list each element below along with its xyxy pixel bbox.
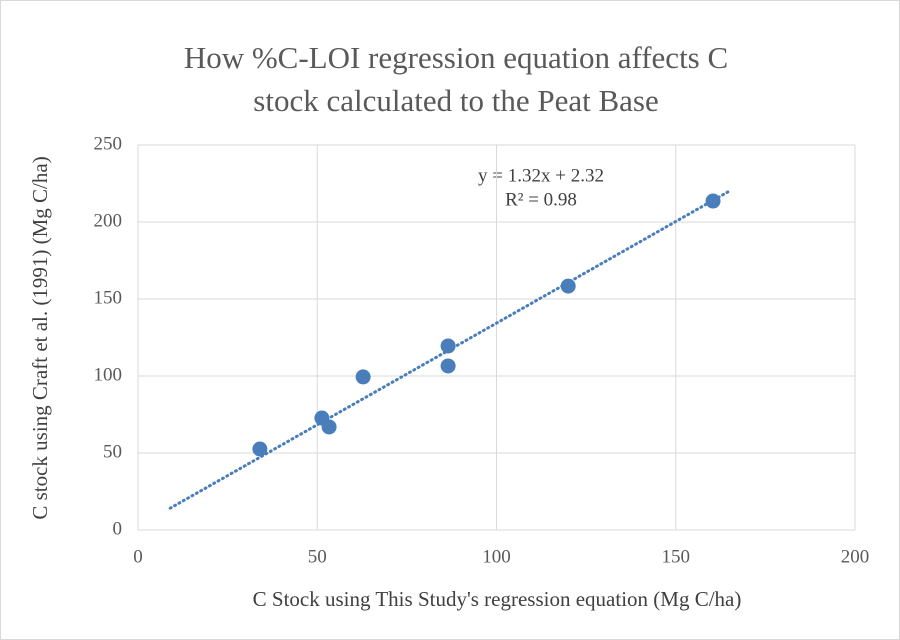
data-point [440, 338, 456, 354]
chart-title: stock calculated to the Peat Base [253, 83, 658, 118]
y-tick-label: 100 [94, 364, 123, 385]
data-point [355, 369, 371, 385]
x-axis-title: C Stock using This Study's regression eq… [253, 587, 742, 611]
y-tick-label: 50 [103, 441, 122, 462]
data-point [705, 193, 721, 209]
chart-title: How %C-LOI regression equation affects C [184, 40, 728, 75]
data-point [560, 278, 576, 294]
trendline-equation: y = 1.32x + 2.32 [478, 165, 604, 186]
y-tick-label: 200 [94, 210, 123, 231]
y-axis-title: C stock using Craft et al. (1991) (Mg C/… [28, 156, 52, 519]
y-tick-label: 0 [113, 518, 123, 539]
data-point [252, 441, 268, 457]
x-tick-label: 50 [308, 546, 327, 567]
x-tick-label: 200 [841, 546, 870, 567]
x-tick-label: 0 [133, 546, 143, 567]
trendline-r2: R² = 0.98 [505, 189, 577, 210]
y-tick-label: 150 [94, 287, 123, 308]
x-tick-label: 100 [482, 546, 511, 567]
y-tick-label: 250 [94, 133, 123, 154]
data-point [440, 358, 456, 374]
x-tick-label: 150 [662, 546, 691, 567]
data-point [321, 419, 337, 435]
